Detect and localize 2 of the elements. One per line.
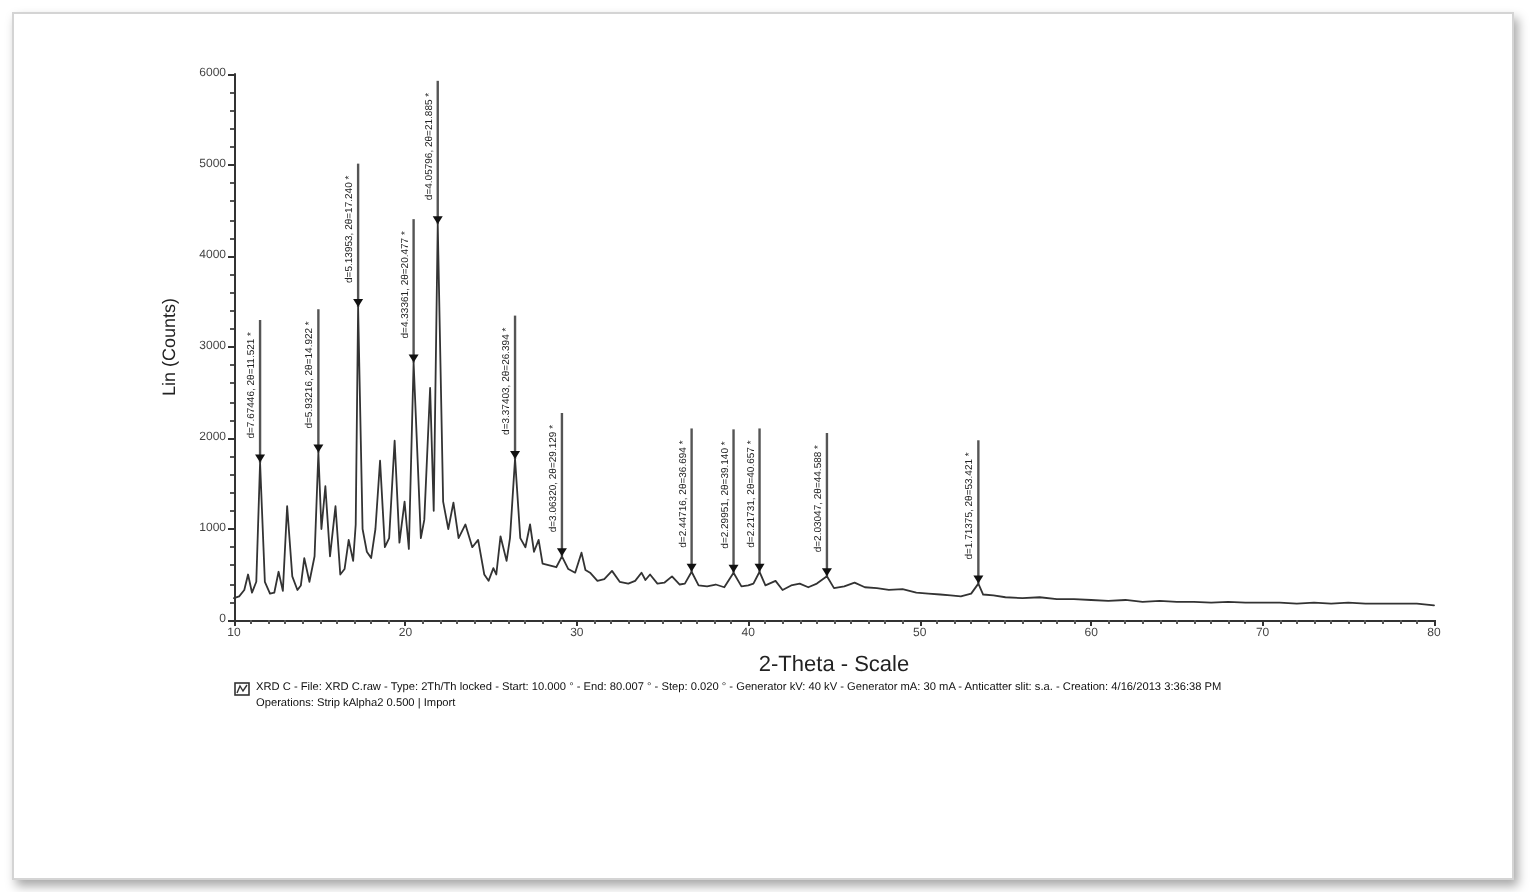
y-axis-title: Lin (Counts) (158, 297, 179, 397)
x-axis-title: 2-Theta - Scale (758, 653, 910, 677)
